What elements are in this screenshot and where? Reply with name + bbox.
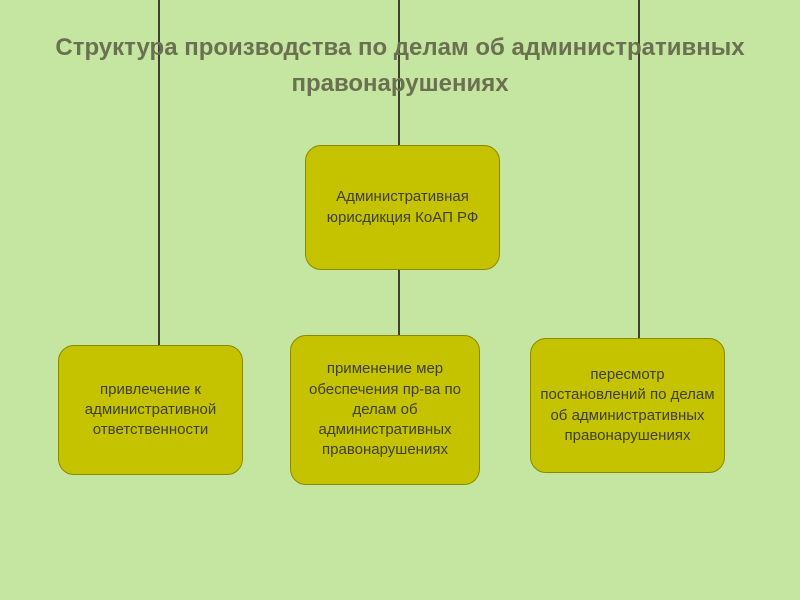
connector-center-bottom (398, 270, 400, 335)
root-node-text: Административная юрисдикция КоАП РФ (314, 187, 491, 228)
child-node-1: привлечение к административной ответстве… (58, 345, 243, 475)
child-node-3-text: пересмотр постановлений по делам об адми… (539, 365, 716, 446)
diagram-title: Структура производства по делам об админ… (40, 30, 760, 102)
root-node: Административная юрисдикция КоАП РФ (305, 145, 500, 270)
child-node-2: применение мер обеспечения пр-ва по дела… (290, 335, 480, 485)
child-node-3: пересмотр постановлений по делам об адми… (530, 338, 725, 473)
child-node-1-text: привлечение к административной ответстве… (67, 380, 234, 441)
child-node-2-text: применение мер обеспечения пр-ва по дела… (299, 359, 471, 460)
